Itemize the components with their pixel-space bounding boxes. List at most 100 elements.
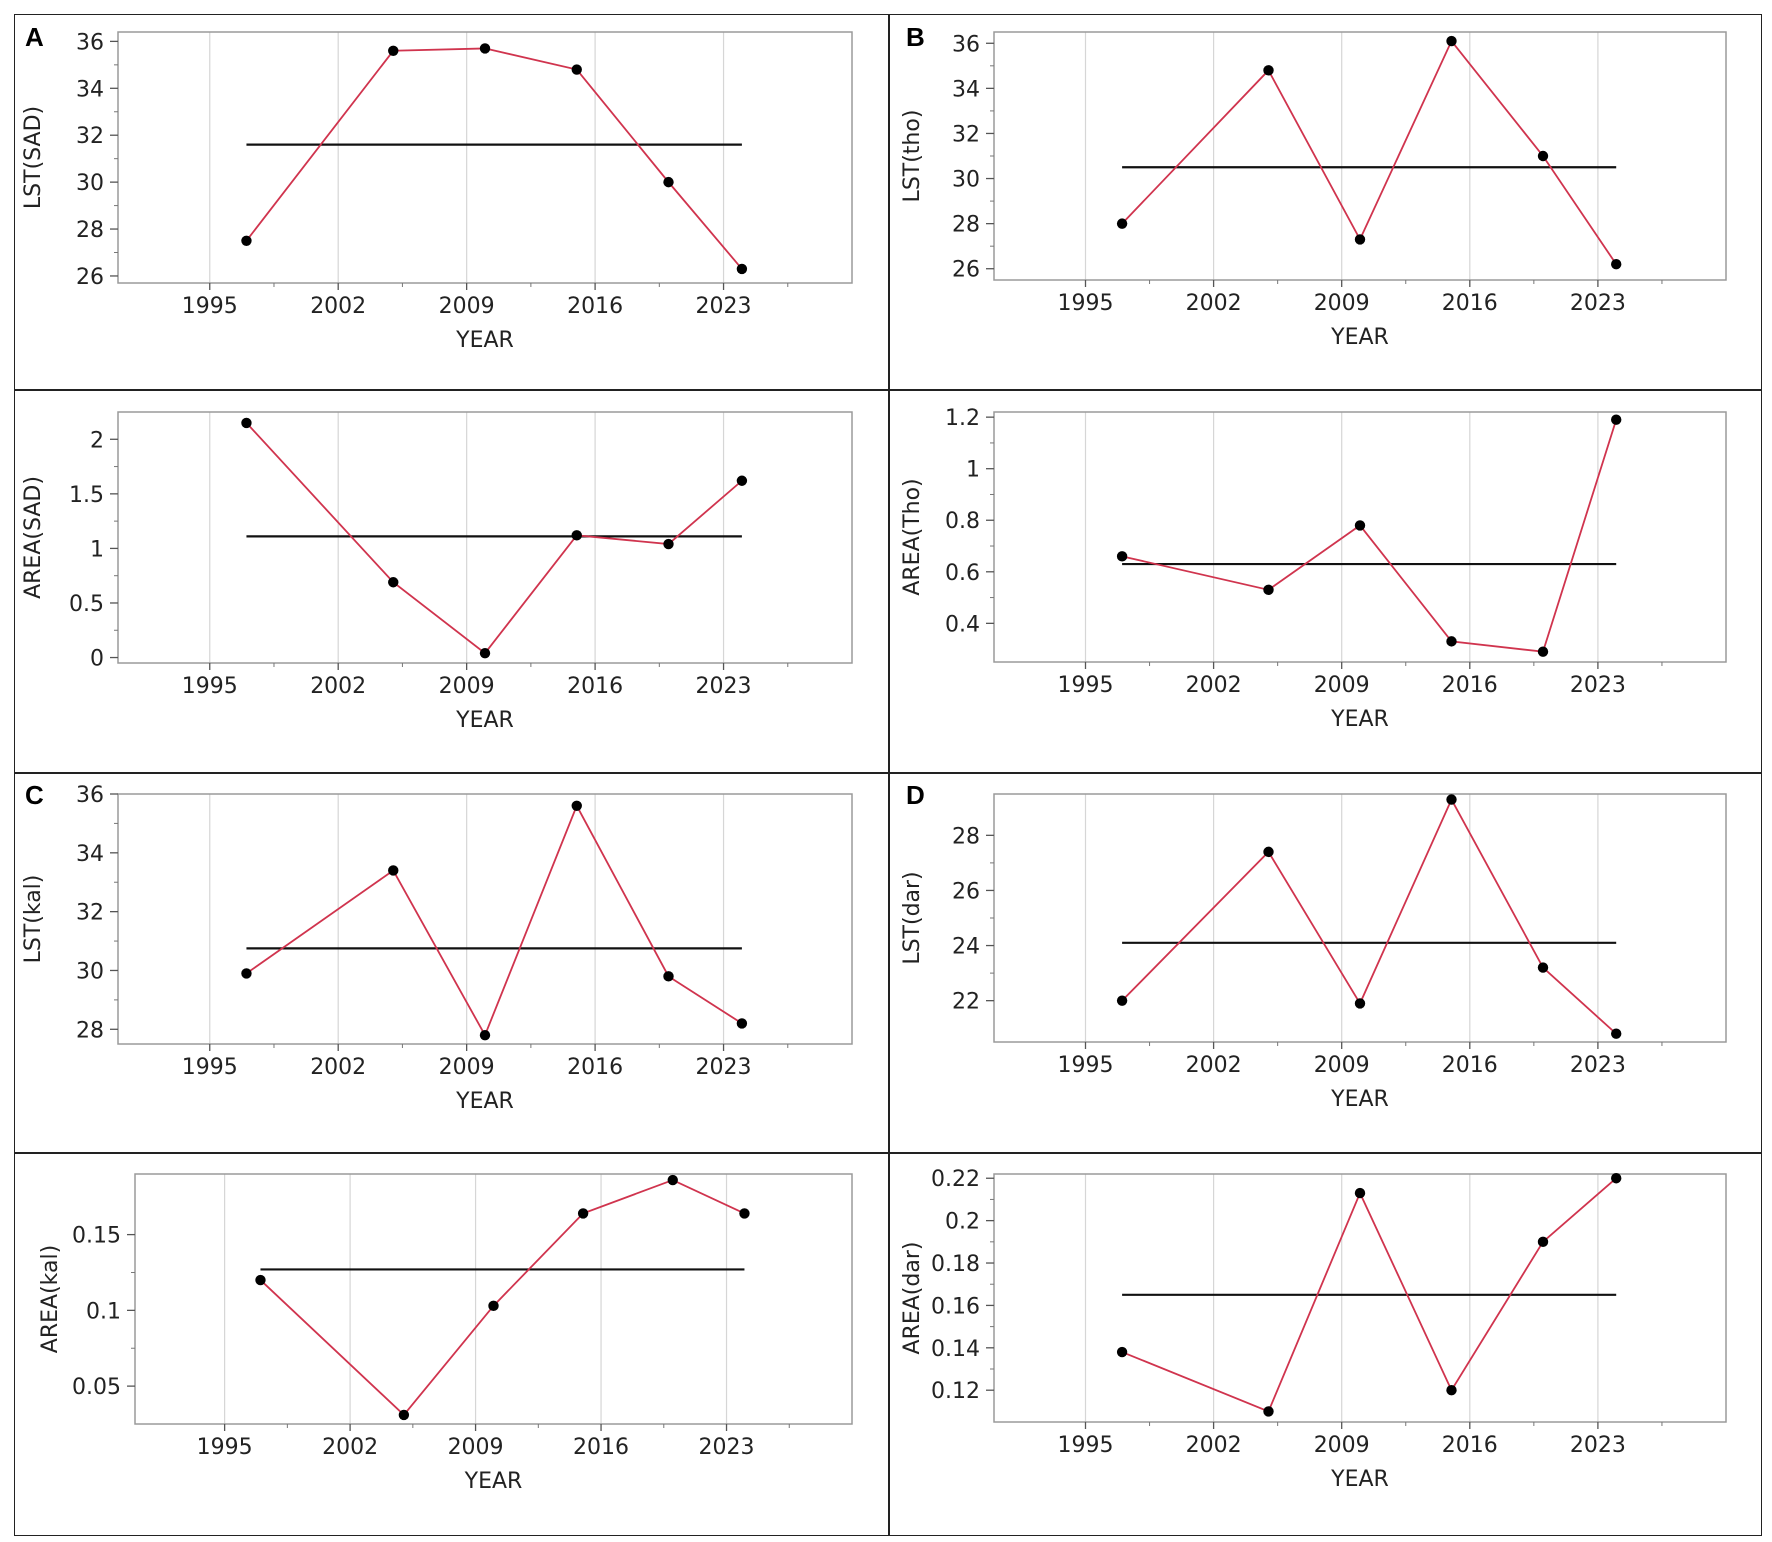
x-axis-label: YEAR [1330,325,1389,350]
data-point [388,45,399,56]
panel-d-frame [888,772,1762,1154]
x-tick-label: 2009 [439,1055,495,1080]
x-tick-label: 2009 [1314,673,1370,698]
chart-4: 1995 2002 2009 2016 2023 0.4 0.6 0.8 1 1.2 YEAR ARE… [900,406,1727,732]
y-tick-label: 34 [76,842,104,867]
y-tick-label: 26 [76,265,104,290]
x-tick-label: 2023 [696,294,752,319]
plot-area [134,1173,853,1425]
data-point [663,538,674,550]
data-point [241,417,252,429]
data-point [255,1274,266,1286]
panel-label-c: C [25,780,44,810]
panel-b-frame [888,14,1762,391]
x-tick-label: 1995 [182,1055,238,1080]
data-point [736,263,748,275]
chart-1: 1995 2002 2009 2016 2023 26 28 30 32 34 36 YEAR LST(… [21,30,853,353]
y-axis-label: AREA(Tho) [900,478,925,595]
x-tick-label: 1995 [182,294,238,319]
data-point [479,1029,491,1041]
y-tick-label: 0.1 [86,1299,121,1324]
data-point [571,800,582,811]
chart-5: 1995 2002 2009 2016 2023 28 30 32 34 36 YEAR LST(ka… [21,783,853,1114]
y-tick-label: 32 [76,901,104,926]
data-point [1354,520,1366,531]
y-tick-label: 28 [76,1018,104,1043]
x-tick-label: 2009 [1314,291,1370,316]
panel-d-lower-frame [888,1152,1762,1536]
panel-a-lower-frame [14,389,890,774]
data-point [479,43,491,54]
x-tick-label: 1995 [1058,291,1114,316]
plot-area [117,411,853,664]
data-point [1446,1385,1457,1396]
x-tick-label: 2009 [448,1435,504,1460]
y-tick-label: 30 [76,171,104,196]
data-point [1446,794,1457,805]
data-point [241,235,252,246]
chart-8: 1995 2002 2009 2016 2023 0.12 0.14 0.16 0.18 0.2 0… [900,1167,1727,1492]
y-tick-label: 1.5 [69,483,104,508]
x-tick-label: 2023 [696,674,752,699]
data-point [571,530,582,541]
series-line [1121,39,1617,265]
x-tick-label: 1995 [1058,1433,1114,1458]
y-tick-label: 0.8 [945,509,980,534]
y-tick-label: 34 [952,77,980,102]
x-tick-label: 2023 [1570,291,1626,316]
data-point [1446,35,1457,47]
data-point [1446,636,1457,647]
x-tick-label: 2009 [439,674,495,699]
x-tick-label: 1995 [197,1435,253,1460]
data-point [736,475,748,486]
x-tick-label: 2023 [1570,1433,1626,1458]
data-point [736,1018,748,1029]
plot-area [993,1173,1727,1423]
plot-area [117,793,853,1045]
chart-6: 1995 2002 2009 2016 2023 22 24 26 28 YEAR LST(dar) [900,793,1727,1112]
y-tick-label: 28 [952,213,980,238]
x-axis-label: YEAR [1330,707,1389,732]
x-tick-label: 2016 [567,674,623,699]
plot-area [993,411,1727,663]
x-tick-label: 2002 [310,674,366,699]
data-point [1263,1406,1274,1417]
panel-c-frame [14,772,890,1154]
panel-a-frame [14,14,890,391]
x-axis-label: YEAR [1330,1087,1389,1112]
data-point [1611,414,1622,425]
y-tick-label: 0.15 [72,1224,121,1249]
y-tick-label: 26 [952,879,980,904]
data-point [577,1208,589,1219]
x-tick-label: 2002 [1186,1053,1242,1078]
panel-label-b: B [906,22,925,52]
y-tick-label: 0.14 [931,1337,980,1362]
data-point [571,64,582,75]
y-axis-label: AREA(SAD) [21,476,46,599]
y-tick-label: 1 [90,537,104,562]
data-point [1537,1236,1549,1248]
y-tick-label: 0.5 [69,592,104,617]
x-axis-label: YEAR [455,708,514,733]
data-point [1354,234,1366,245]
y-tick-label: 26 [952,258,980,283]
y-tick-label: 32 [952,122,980,147]
data-point [739,1208,750,1219]
data-point [663,971,674,982]
y-tick-label: 0.4 [945,612,980,637]
data-point [1263,846,1274,858]
data-point [1263,65,1274,76]
x-tick-label: 2016 [567,294,623,319]
y-tick-label: 0.22 [931,1167,980,1192]
chart-3: 1995 2002 2009 2016 2023 0 0.5 1 1.5 2 YEAR AREA(SA… [21,411,853,733]
chart-7: 1995 2002 2009 2016 2023 0.05 0.1 0.15 YEAR AREA(… [38,1173,853,1494]
y-tick-label: 1.2 [945,406,980,431]
panel-label-d: D [906,780,925,810]
x-tick-label: 2023 [1570,673,1626,698]
data-point [241,968,252,979]
panel-c-lower-frame [14,1152,890,1536]
y-tick-label: 28 [952,824,980,849]
y-tick-label: 36 [76,783,104,808]
x-tick-label: 1995 [1058,673,1114,698]
